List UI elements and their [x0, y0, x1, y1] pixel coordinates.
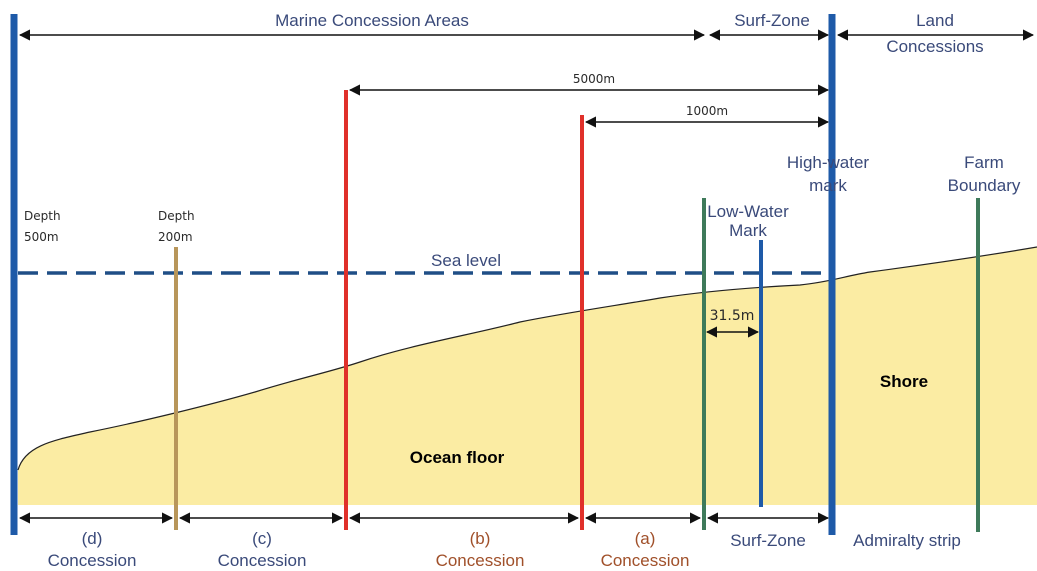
shore-label: Shore: [880, 372, 928, 391]
high-water-label-line1: High-water: [787, 153, 870, 172]
marine-concession-label: Marine Concession Areas: [275, 11, 469, 30]
low-water-label-line1: Low-Water: [707, 202, 789, 221]
low-water-label-line2: Mark: [729, 221, 767, 240]
a-letter: (a): [635, 529, 656, 548]
seabed-outline: [17, 246, 1037, 471]
1000m-label: 1000m: [686, 104, 728, 118]
land-label-line2: Concessions: [886, 37, 983, 56]
5000m-label: 5000m: [573, 72, 615, 86]
sea-level-label: Sea level: [431, 251, 501, 270]
depth-500-line2: 500m: [24, 230, 59, 244]
d-concession: Concession: [48, 551, 137, 570]
ocean-floor-label: Ocean floor: [410, 448, 505, 467]
depth-200-line2: 200m: [158, 230, 193, 244]
admiralty-strip-label: Admiralty strip: [853, 531, 961, 550]
surf-zone-top-label: Surf-Zone: [734, 11, 810, 30]
seabed-area: [18, 247, 1037, 505]
land-label-line1: Land: [916, 11, 954, 30]
c-letter: (c): [252, 529, 272, 548]
b-letter: (b): [470, 529, 491, 548]
high-water-label-line2: mark: [809, 176, 847, 195]
depth-200-line1: Depth: [158, 209, 195, 223]
d-letter: (d): [82, 529, 103, 548]
c-concession: Concession: [218, 551, 307, 570]
farm-boundary-label-line1: Farm: [964, 153, 1004, 172]
farm-boundary-label-line2: Boundary: [948, 176, 1021, 195]
a-concession: Concession: [601, 551, 690, 570]
31-5m-label: 31.5m: [710, 308, 755, 324]
surf-zone-bottom-label: Surf-Zone: [730, 531, 806, 550]
depth-500-line1: Depth: [24, 209, 61, 223]
b-concession: Concession: [436, 551, 525, 570]
